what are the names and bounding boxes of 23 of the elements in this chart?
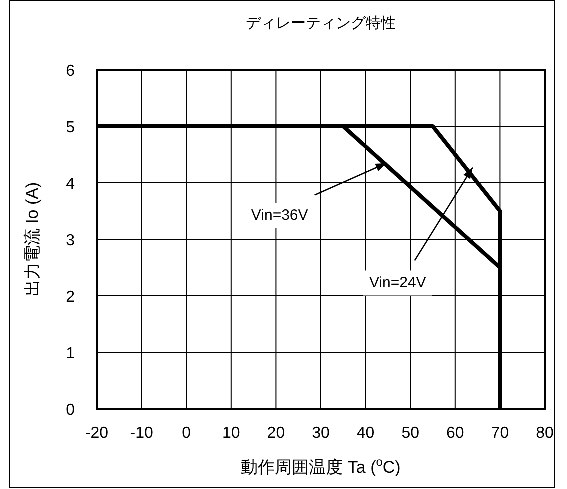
annotation: Vin=36V [251, 207, 308, 224]
x-tick-label: 10 [222, 425, 240, 442]
x-tick-label: -20 [85, 425, 109, 442]
y-axis-title: 出力電流 Io (A) [23, 182, 42, 297]
x-tick-label: 20 [267, 425, 286, 442]
chart-title: ディレーティング特性 [246, 15, 396, 32]
x-tick-label: 60 [446, 425, 464, 442]
x-tick-label: 70 [491, 425, 510, 442]
x-tick-label: 40 [356, 425, 375, 442]
y-tick-label: 4 [66, 176, 76, 193]
annotation: Vin=24V [369, 274, 426, 292]
x-axis-title: 動作周囲温度 Ta ($^{o}$C) [241, 455, 401, 477]
x-tick-label: 0 [182, 425, 192, 442]
y-tick-label: 1 [66, 346, 76, 362]
x-tick-label: 50 [402, 425, 420, 442]
y-tick-label: 0 [66, 402, 76, 419]
y-tick-label: 6 [66, 63, 76, 80]
x-tick-label: 80 [536, 425, 554, 442]
y-tick-label: 2 [66, 289, 76, 306]
x-tick-label: -10 [130, 425, 154, 442]
y-tick-label: 3 [66, 232, 76, 250]
y-tick-label: 5 [66, 120, 76, 136]
x-tick-label: 30 [312, 425, 330, 442]
